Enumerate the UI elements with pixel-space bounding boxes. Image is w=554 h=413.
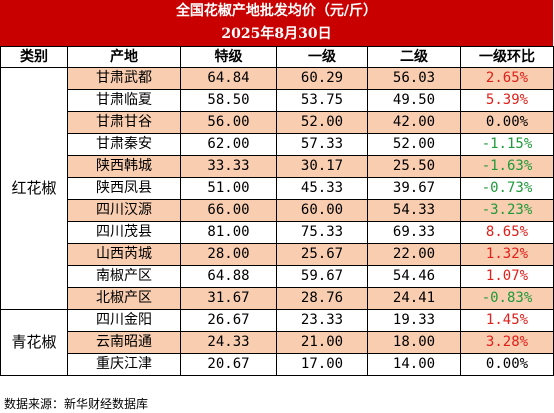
- origin-cell: 甘肃武都: [67, 67, 181, 90]
- second-price-cell: 56.03: [367, 67, 461, 90]
- header-special: 特级: [180, 46, 277, 68]
- data-source: 数据来源：新华财经数据库: [4, 397, 149, 411]
- origin-cell: 四川汉源: [67, 199, 181, 222]
- change-cell: 5.39%: [460, 89, 554, 112]
- table-title: 全国花椒产地批发均价（元/斤）: [175, 3, 378, 19]
- origin-cell: 甘肃甘谷: [67, 111, 181, 134]
- title-banner: 全国花椒产地批发均价（元/斤） 2025年8月30日: [0, 0, 553, 46]
- first-price-cell: 57.33: [276, 133, 368, 156]
- table-row: 云南昭通 24.33 21.00 18.00 3.28%: [1, 331, 554, 354]
- special-price-cell: 24.33: [180, 331, 277, 354]
- table-row: 北椒产区 31.67 28.76 24.41 -0.83%: [1, 287, 554, 310]
- table-row: 甘肃秦安 62.00 57.33 52.00 -1.15%: [1, 133, 554, 156]
- first-price-cell: 45.33: [276, 177, 368, 200]
- first-price-cell: 21.00: [276, 331, 368, 354]
- price-table: 类别 产地 特级 一级 二级 一级环比 红花椒 甘肃武都 64.84 60.29 56.…: [0, 46, 554, 376]
- table-row: 山西芮城 28.00 25.67 22.00 1.32%: [1, 243, 554, 266]
- change-cell: 1.32%: [460, 243, 554, 266]
- origin-cell: 北椒产区: [67, 287, 181, 310]
- special-price-cell: 64.84: [180, 67, 277, 90]
- header-first: 一级: [276, 46, 368, 68]
- first-price-cell: 59.67: [276, 265, 368, 288]
- first-price-cell: 75.33: [276, 221, 368, 244]
- second-price-cell: 49.50: [367, 89, 461, 112]
- second-price-cell: 24.41: [367, 287, 461, 310]
- origin-cell: 山西芮城: [67, 243, 181, 266]
- second-price-cell: 54.33: [367, 199, 461, 222]
- table-row: 甘肃临夏 58.50 53.75 49.50 5.39%: [1, 89, 554, 112]
- first-price-cell: 23.33: [276, 309, 368, 332]
- special-price-cell: 81.00: [180, 221, 277, 244]
- header-row: 类别 产地 特级 一级 二级 一级环比: [0, 46, 554, 68]
- category-cell: 红花椒: [0, 67, 68, 310]
- table-row: 南椒产区 64.88 59.67 54.46 1.07%: [1, 265, 554, 288]
- second-price-cell: 18.00: [367, 331, 461, 354]
- table-body: 红花椒 甘肃武都 64.84 60.29 56.03 2.65% 甘肃临夏 58.50 53.7…: [0, 67, 554, 376]
- origin-cell: 甘肃秦安: [67, 133, 181, 156]
- origin-cell: 四川金阳: [67, 309, 181, 332]
- special-price-cell: 28.00: [180, 243, 277, 266]
- second-price-cell: 25.50: [367, 155, 461, 178]
- origin-cell: 四川茂县: [67, 221, 181, 244]
- special-price-cell: 31.67: [180, 287, 277, 310]
- change-cell: 0.00%: [460, 111, 554, 134]
- change-cell: 2.65%: [460, 67, 554, 90]
- special-price-cell: 58.50: [180, 89, 277, 112]
- special-price-cell: 64.88: [180, 265, 277, 288]
- special-price-cell: 66.00: [180, 199, 277, 222]
- first-price-cell: 60.29: [276, 67, 368, 90]
- header-second: 二级: [367, 46, 461, 68]
- second-price-cell: 39.67: [367, 177, 461, 200]
- origin-cell: 云南昭通: [67, 331, 181, 354]
- origin-cell: 南椒产区: [67, 265, 181, 288]
- change-cell: 1.07%: [460, 265, 554, 288]
- second-price-cell: 69.33: [367, 221, 461, 244]
- change-cell: -0.83%: [460, 287, 554, 310]
- table-row: 红花椒 甘肃武都 64.84 60.29 56.03 2.65%: [0, 67, 554, 310]
- header-change: 一级环比: [460, 46, 554, 68]
- change-cell: 1.45%: [460, 309, 554, 332]
- table-row: 青花椒 四川金阳 26.67 23.33 19.33 1.45%: [0, 309, 554, 376]
- table-row: 甘肃甘谷 56.00 52.00 42.00 0.00%: [1, 111, 554, 134]
- first-price-cell: 53.75: [276, 89, 368, 112]
- special-price-cell: 26.67: [180, 309, 277, 332]
- first-price-cell: 30.17: [276, 155, 368, 178]
- table-row: 陕西韩城 33.33 30.17 25.50 -1.63%: [1, 155, 554, 178]
- first-price-cell: 25.67: [276, 243, 368, 266]
- special-price-cell: 62.00: [180, 133, 277, 156]
- origin-cell: 甘肃临夏: [67, 89, 181, 112]
- second-price-cell: 52.00: [367, 133, 461, 156]
- change-cell: -3.23%: [460, 199, 554, 222]
- change-cell: -0.73%: [460, 177, 554, 200]
- header-category: 类别: [0, 46, 68, 68]
- first-price-cell: 52.00: [276, 111, 368, 134]
- origin-cell: 陕西韩城: [67, 155, 181, 178]
- special-price-cell: 51.00: [180, 177, 277, 200]
- change-cell: 0.00%: [460, 353, 554, 376]
- table-row: 四川茂县 81.00 75.33 69.33 8.65%: [1, 221, 554, 244]
- change-cell: -1.63%: [460, 155, 554, 178]
- header-origin: 产地: [67, 46, 181, 68]
- second-price-cell: 14.00: [367, 353, 461, 376]
- second-price-cell: 54.46: [367, 265, 461, 288]
- special-price-cell: 33.33: [180, 155, 277, 178]
- table-date: 2025年8月30日: [221, 26, 332, 42]
- table-row: 陕西凤县 51.00 45.33 39.67 -0.73%: [1, 177, 554, 200]
- second-price-cell: 19.33: [367, 309, 461, 332]
- first-price-cell: 60.00: [276, 199, 368, 222]
- second-price-cell: 22.00: [367, 243, 461, 266]
- special-price-cell: 20.67: [180, 353, 277, 376]
- second-price-cell: 42.00: [367, 111, 461, 134]
- origin-cell: 重庆江津: [67, 353, 181, 376]
- first-price-cell: 17.00: [276, 353, 368, 376]
- origin-cell: 陕西凤县: [67, 177, 181, 200]
- change-cell: -1.15%: [460, 133, 554, 156]
- category-cell: 青花椒: [0, 309, 68, 376]
- table-row: 四川汉源 66.00 60.00 54.33 -3.23%: [1, 199, 554, 222]
- first-price-cell: 28.76: [276, 287, 368, 310]
- special-price-cell: 56.00: [180, 111, 277, 134]
- table-row: 重庆江津 20.67 17.00 14.00 0.00%: [1, 353, 554, 376]
- change-cell: 3.28%: [460, 331, 554, 354]
- change-cell: 8.65%: [460, 221, 554, 244]
